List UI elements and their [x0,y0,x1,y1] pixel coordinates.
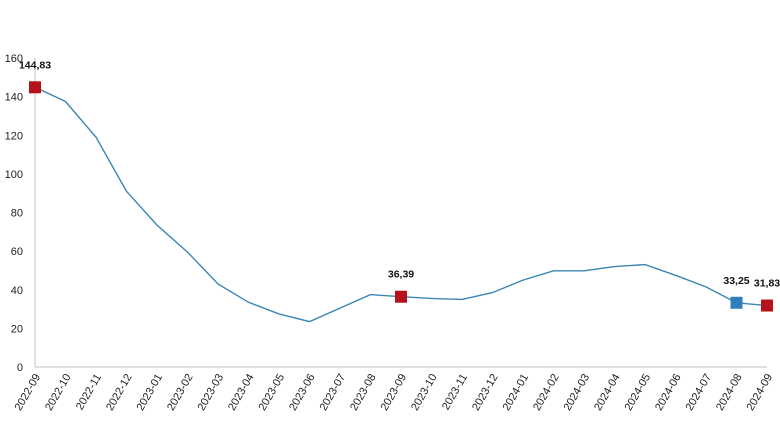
x-tick-label: 2024-03 [562,372,593,413]
data-point-marker [395,290,407,303]
x-tick-label: 2024-01 [501,372,532,413]
x-tick-label: 2023-11 [440,372,470,412]
x-tick-label: 2024-08 [714,372,745,413]
y-tick-label: 20 [11,323,23,335]
x-tick-label: 2023-01 [135,372,166,413]
y-tick-label: 80 [11,208,23,220]
x-tick-label: 2023-10 [409,372,440,413]
x-tick-label: 2023-07 [318,372,349,413]
x-tick-label: 2024-09 [745,372,776,413]
x-tick-label: 2022-12 [104,372,135,413]
y-tick-label: 0 [17,362,23,374]
x-axis: 2022-09 2022-10 2022-11 2022-12 2023-01 2023-… [13,366,776,413]
data-point-marker [761,299,773,312]
x-tick-label: 2022-09 [13,372,44,413]
x-tick-label: 2024-04 [592,372,623,413]
y-tick-label: 40 [11,285,23,297]
x-tick-label: 2024-06 [653,372,684,413]
x-tick-label: 2024-02 [531,372,562,413]
data-label: 36,39 [388,269,414,281]
x-tick-label: 2023-12 [470,372,501,413]
data-label: 33,25 [723,275,749,287]
data-point-marker [29,81,41,94]
x-tick-label: 2023-02 [165,372,196,413]
x-tick-label: 2022-10 [43,372,74,413]
x-tick-label: 2023-03 [196,372,227,413]
y-tick-label: 120 [5,130,23,142]
x-tick-label: 2023-04 [226,372,257,413]
y-tick-label: 140 [5,92,23,104]
y-axis: 0 20 40 60 80 100 120 140 160 [5,53,36,374]
x-tick-label: 2023-09 [379,372,410,413]
y-tick-label: 100 [5,169,23,181]
x-tick-label: 2022-11 [74,372,104,412]
data-label: 144,83 [19,59,51,71]
x-tick-label: 2023-05 [257,372,288,413]
x-tick-label: 2024-07 [684,372,715,413]
series-line [34,86,768,323]
y-tick-label: 60 [11,246,23,258]
x-tick-label: 2023-08 [348,372,379,413]
marker-layer: 144,83 36,39 33,25 31,83 [19,59,780,312]
data-point-marker [730,296,743,309]
series-layer [34,86,768,323]
x-tick-label: 2023-06 [287,372,318,413]
x-tick-label: 2024-05 [623,372,654,413]
data-label: 31,83 [754,278,780,290]
y-tick-label: 160 [5,53,23,65]
